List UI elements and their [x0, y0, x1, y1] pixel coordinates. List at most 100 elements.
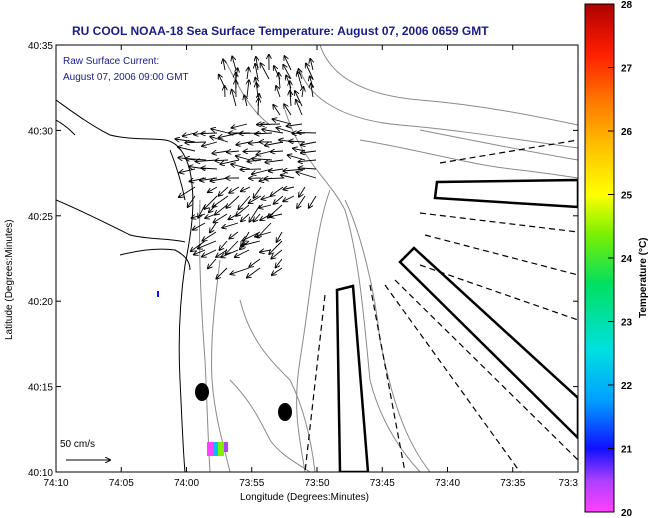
current-vector [284, 56, 292, 71]
current-vector [254, 186, 262, 198]
x-tick-label: 73:35 [500, 478, 525, 489]
current-vector [296, 100, 303, 116]
current-vector [271, 151, 284, 152]
colorbar-tick-label: 21 [621, 445, 633, 456]
current-vector [284, 104, 292, 116]
current-vector [261, 124, 281, 125]
map-title: RU COOL NOAA-18 Sea Surface Temperature:… [72, 24, 489, 38]
current-vector [247, 68, 249, 80]
current-vector [310, 59, 313, 71]
plot-area: Raw Surface Current: August 07, 2006 09:… [56, 45, 578, 472]
current-vector [254, 213, 261, 222]
current-vector [261, 196, 273, 199]
masked-region-1 [195, 383, 209, 401]
y-tick-label: 40:30 [28, 126, 53, 137]
current-vector [299, 160, 317, 162]
masked-region-2 [278, 403, 292, 421]
current-vector [299, 186, 306, 197]
x-axis-label: Longitude (Degrees:Minutes) [240, 492, 369, 503]
current-vector [229, 213, 239, 219]
y-tick-label: 40:10 [28, 468, 53, 479]
current-vector [211, 129, 229, 134]
shipping-lanes [335, 178, 578, 472]
current-vector [296, 172, 317, 179]
current-vector [202, 141, 218, 146]
overlay-line-2: August 07, 2006 09:00 GMT [63, 72, 189, 83]
current-vector [255, 133, 273, 134]
current-vector [302, 87, 303, 98]
colorbar-tick-label: 20 [621, 508, 633, 518]
current-vector [198, 240, 217, 248]
x-axis-ticks: 74:10 74:05 74:00 73:55 73:50 73:45 73:40 73:35… [43, 45, 579, 489]
current-vector [292, 133, 306, 134]
current-vector [271, 186, 284, 196]
current-vector [249, 195, 262, 203]
current-vector [241, 240, 261, 246]
current-vector [241, 213, 250, 221]
x-tick-label: 74:00 [174, 478, 199, 489]
current-vector [238, 195, 251, 209]
current-vector [269, 240, 283, 254]
current-vector [283, 187, 295, 190]
colorbar-tick-label: 26 [621, 127, 633, 138]
current-vector [276, 128, 295, 134]
colorbar-tick-label: 22 [621, 381, 633, 392]
current-vector [274, 195, 284, 204]
current-vector [213, 195, 229, 207]
current-vector [276, 258, 283, 268]
current-vector [194, 249, 206, 255]
current-vector [271, 249, 283, 259]
current-vector [241, 186, 251, 191]
current-vector [208, 258, 217, 268]
current-vector [262, 129, 284, 134]
y-axis-label: Latitude (Degrees:Minutes) [4, 219, 15, 340]
current-vector [185, 142, 207, 143]
current-vector [219, 240, 228, 250]
current-vector [223, 59, 225, 71]
x-tick-label: 73:40 [435, 478, 460, 489]
current-vector [258, 98, 259, 116]
current-vector [301, 142, 317, 145]
current-vector [244, 151, 262, 152]
colorbar-tick-label: 24 [621, 254, 633, 265]
current-vector [232, 90, 237, 107]
current-vector [219, 186, 229, 196]
coastline [56, 99, 194, 472]
current-vector [273, 105, 281, 116]
x-tick-label: 73:50 [304, 478, 329, 489]
current-vector [178, 147, 196, 152]
overlay-line-1: Raw Surface Current: [63, 56, 159, 67]
current-vector [226, 240, 239, 254]
current-vector [309, 195, 317, 208]
current-vector [301, 151, 317, 153]
scale-label: 50 cm/s [60, 439, 95, 450]
current-vector [281, 175, 295, 178]
current-vector [276, 86, 281, 98]
current-vector [212, 151, 229, 153]
current-vector [215, 204, 228, 215]
current-vectors [175, 55, 317, 279]
x-tick-label: 73:55 [239, 478, 264, 489]
current-vector [220, 159, 240, 164]
current-vector [179, 186, 196, 197]
current-vector [210, 177, 229, 181]
current-vector [255, 231, 272, 237]
current-vector [290, 91, 291, 107]
current-vector [214, 213, 228, 223]
current-vector [272, 267, 283, 275]
current-vector [222, 222, 239, 228]
current-vector [247, 267, 261, 278]
current-vector [210, 137, 229, 143]
current-vector [311, 84, 313, 98]
colorbar-tick-label: 25 [621, 191, 633, 202]
current-vector [232, 123, 248, 128]
current-vector [231, 267, 250, 274]
current-vector [244, 95, 247, 107]
current-vector [204, 195, 218, 209]
current-vector [277, 231, 283, 242]
current-vector [249, 258, 261, 267]
colorbar-tick-label: 27 [621, 64, 633, 75]
radial-dashed-lines [304, 139, 578, 472]
current-vector [269, 169, 284, 171]
